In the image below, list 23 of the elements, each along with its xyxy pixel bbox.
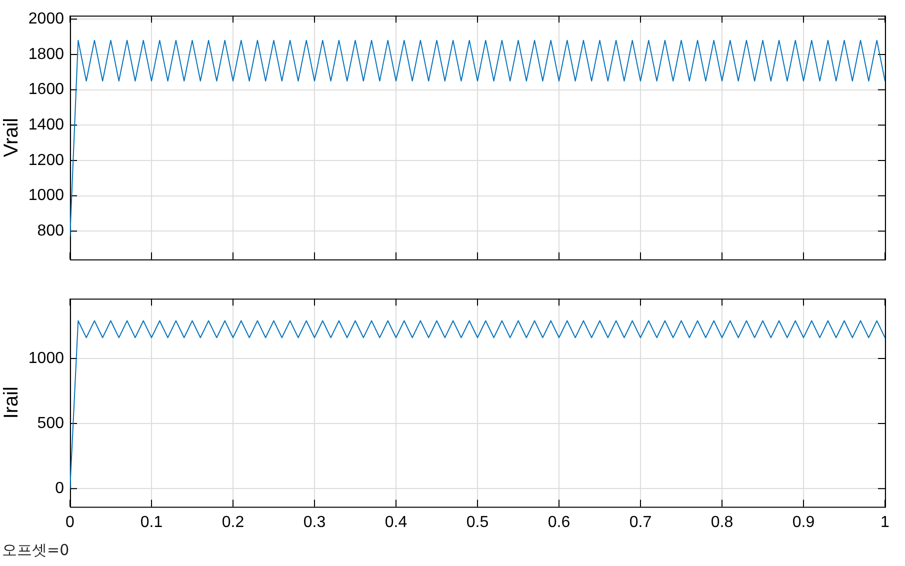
x-tick-label: 1 bbox=[880, 514, 890, 531]
y-axis-title: Vrail bbox=[0, 118, 23, 158]
x-tick-label: 0.7 bbox=[629, 514, 652, 531]
y-tick-label: 800 bbox=[37, 222, 64, 240]
y-tick-label: 1000 bbox=[28, 187, 64, 204]
x-tick-label: 0.2 bbox=[222, 514, 244, 531]
x-tick-label: 0.5 bbox=[466, 514, 489, 531]
x-tick-label: 0.1 bbox=[140, 514, 163, 531]
y-axis-title: Irail bbox=[0, 386, 23, 419]
y-tick-label: 0 bbox=[55, 480, 64, 497]
x-tick-label: 0.3 bbox=[303, 514, 326, 531]
y-tick-label: 1600 bbox=[28, 81, 64, 98]
y-tick-label: 1400 bbox=[28, 116, 64, 134]
x-tick-label: 0.4 bbox=[384, 514, 408, 531]
y-tick-label: 2000 bbox=[28, 10, 64, 28]
y-tick-label: 1000 bbox=[28, 350, 64, 367]
y-tick-label: 500 bbox=[37, 414, 64, 432]
x-tick-label: 0.9 bbox=[792, 514, 815, 531]
text: 오프셋=0 bbox=[2, 541, 70, 560]
y-tick-label: 1200 bbox=[28, 152, 64, 169]
y-tick-label: 1800 bbox=[28, 46, 64, 63]
x-tick-label: 0.6 bbox=[548, 514, 570, 531]
x-tick-label: 0.8 bbox=[710, 514, 734, 531]
